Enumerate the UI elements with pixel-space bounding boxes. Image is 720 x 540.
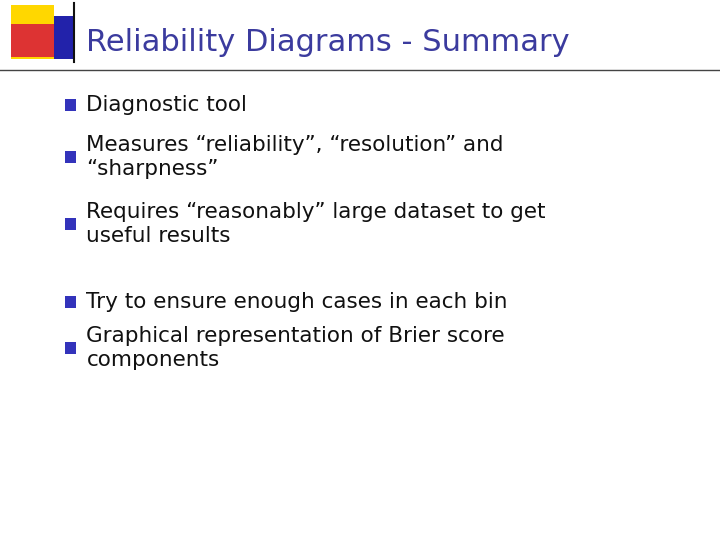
FancyBboxPatch shape [65,342,76,354]
FancyBboxPatch shape [65,218,76,230]
Text: Diagnostic tool: Diagnostic tool [86,95,247,116]
FancyBboxPatch shape [65,99,76,111]
FancyBboxPatch shape [65,296,76,308]
FancyBboxPatch shape [11,5,54,59]
Text: Graphical representation of Brier score
components: Graphical representation of Brier score … [86,326,505,370]
FancyBboxPatch shape [65,151,76,163]
Text: Requires “reasonably” large dataset to get
useful results: Requires “reasonably” large dataset to g… [86,202,546,246]
Text: Reliability Diagrams - Summary: Reliability Diagrams - Summary [86,28,570,57]
FancyBboxPatch shape [11,24,58,57]
Text: Try to ensure enough cases in each bin: Try to ensure enough cases in each bin [86,292,508,313]
Text: Measures “reliability”, “resolution” and
“sharpness”: Measures “reliability”, “resolution” and… [86,134,504,179]
FancyBboxPatch shape [54,16,74,59]
